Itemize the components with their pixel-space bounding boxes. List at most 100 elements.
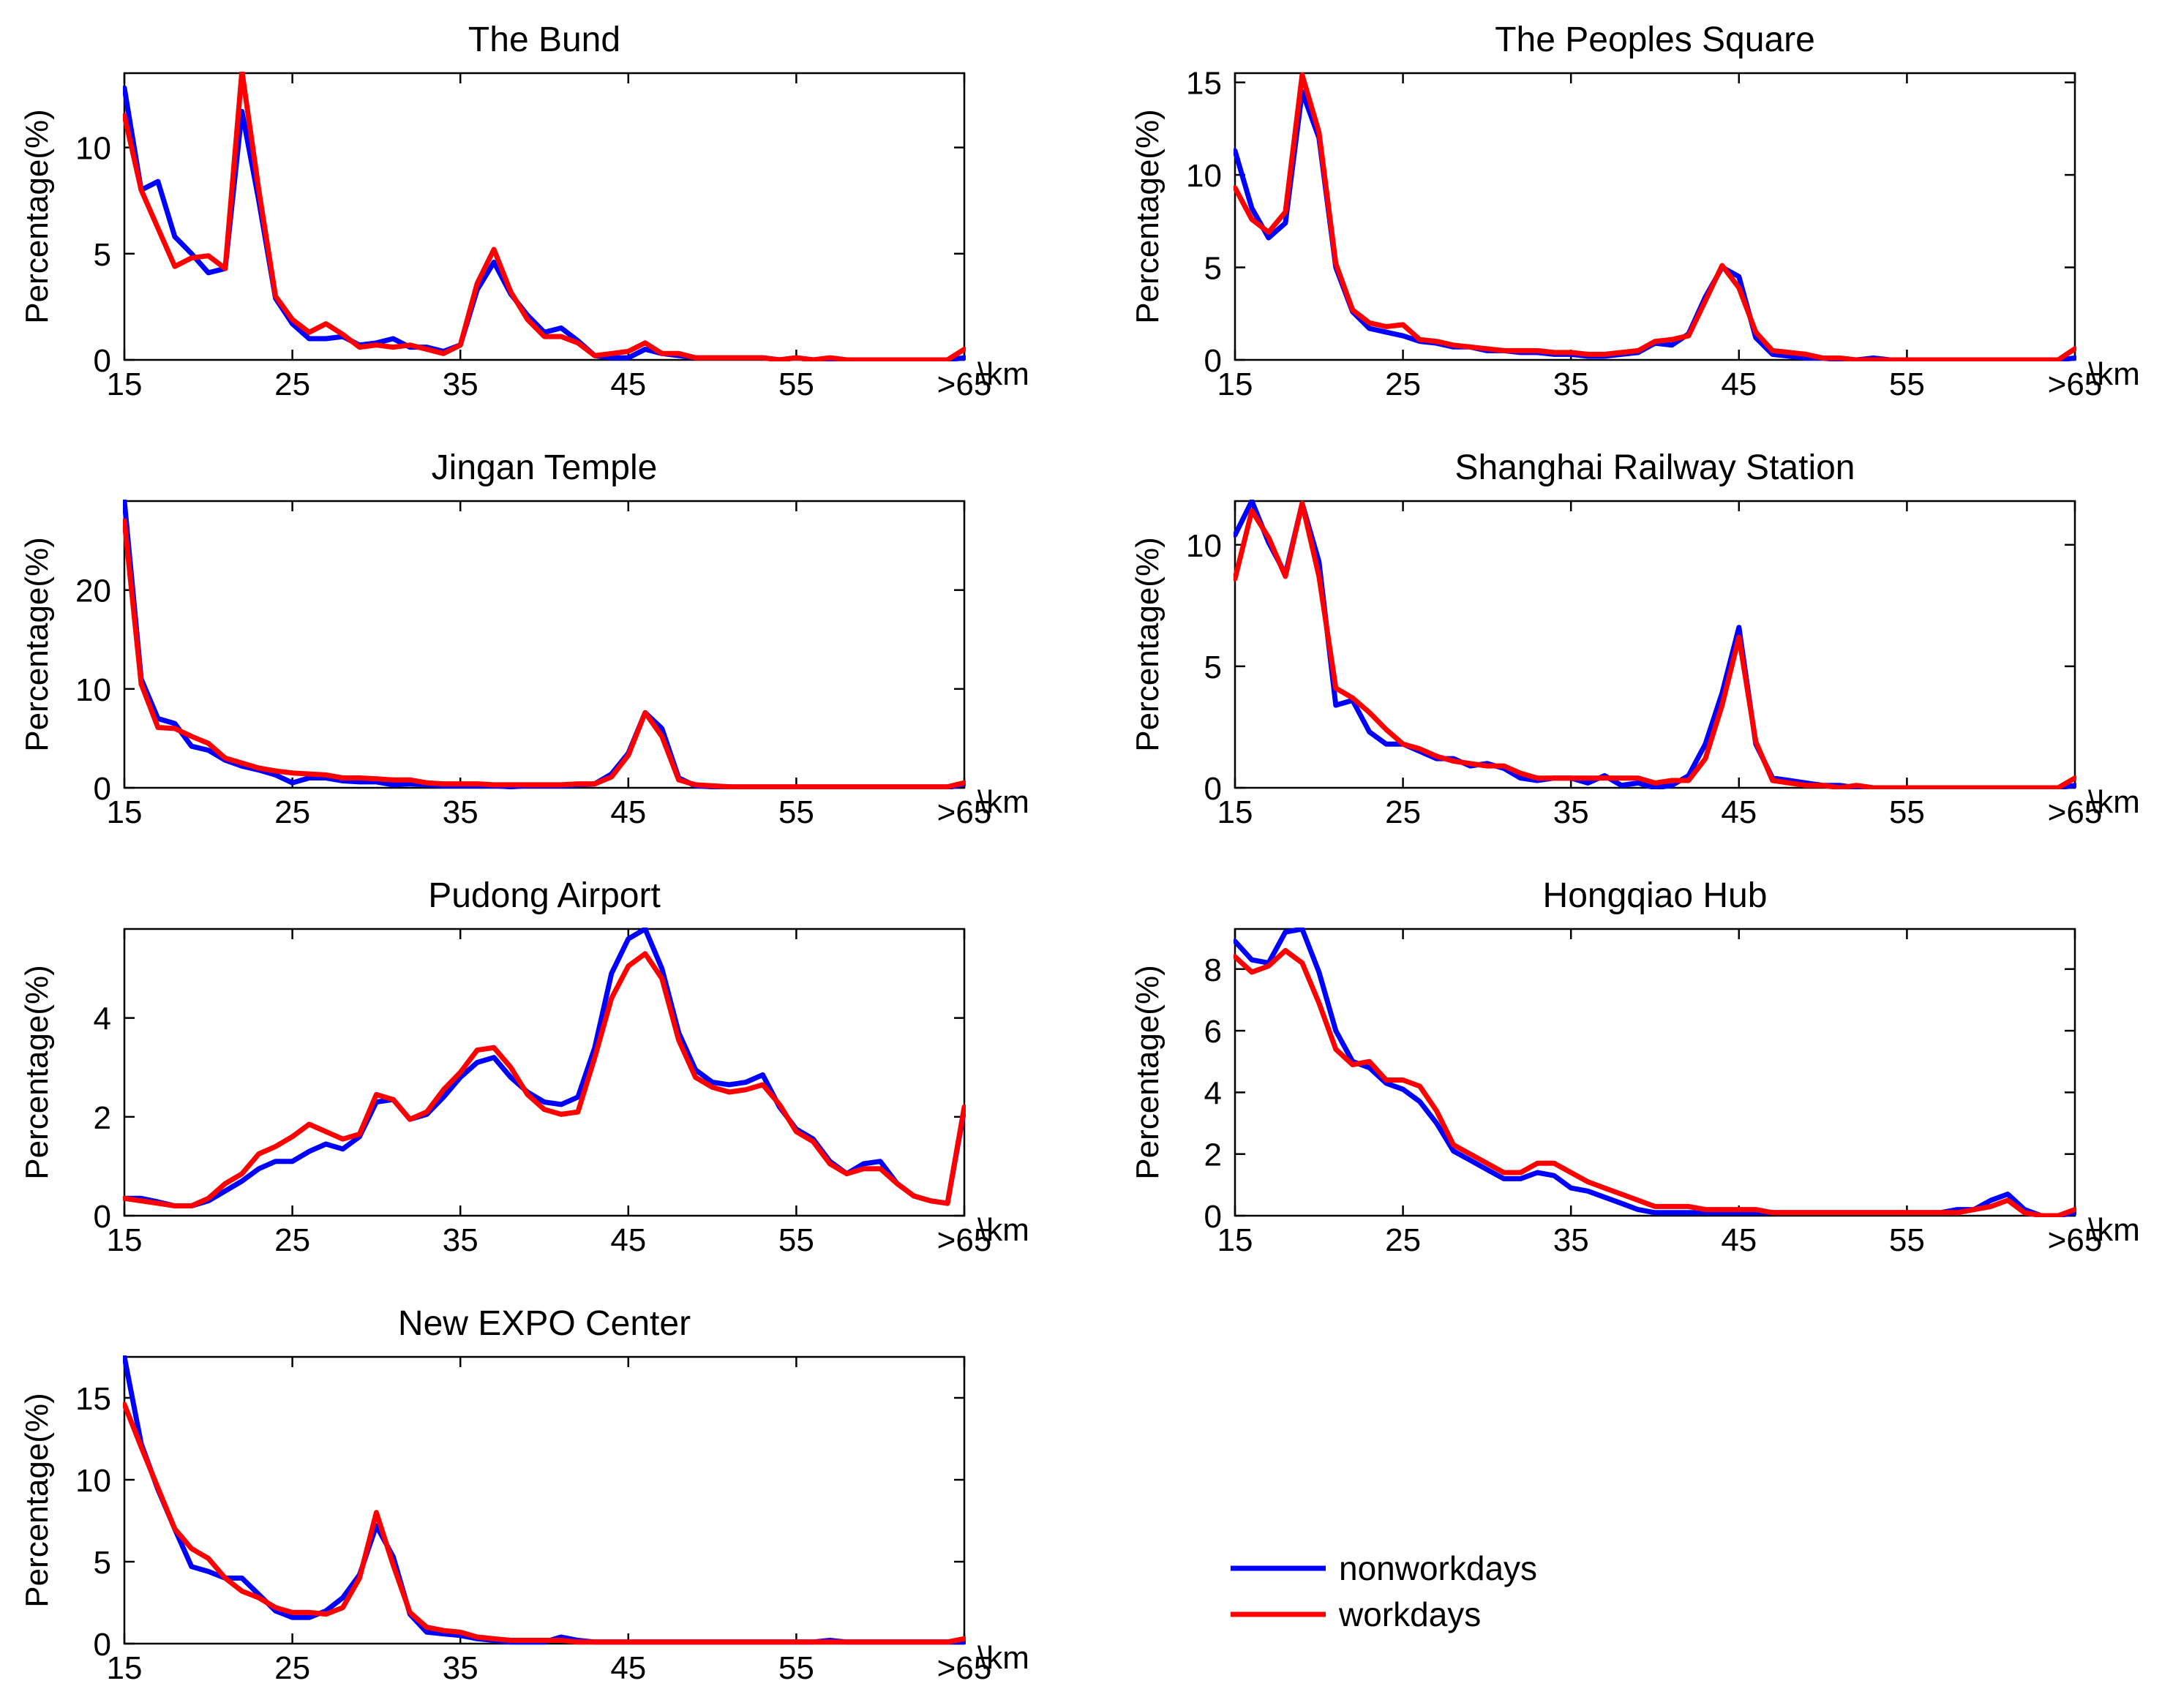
y-tick-label: 10: [75, 131, 111, 167]
x-tick-label: >65: [937, 366, 992, 402]
series-line-nonworkdays: [123, 1355, 966, 1645]
x-tick-label: 35: [443, 1650, 478, 1686]
legend-box: [1200, 1536, 1653, 1660]
x-tick-label: 45: [610, 1650, 646, 1686]
series-line-nonworkdays: [123, 500, 966, 789]
series-line-workdays: [1234, 500, 2076, 789]
x-unit-label: \km: [2088, 356, 2140, 392]
x-tick-label: 45: [610, 794, 646, 830]
y-axis-label: Percentage(%): [19, 965, 55, 1179]
y-tick-label: 0: [94, 1199, 111, 1235]
x-tick-label: 55: [778, 1222, 814, 1258]
x-tick-label: 45: [1721, 366, 1757, 402]
x-tick-label: 25: [274, 794, 310, 830]
y-axis-label: Percentage(%): [1130, 537, 1165, 751]
series-line-nonworkdays: [1234, 928, 2076, 1217]
y-tick-label: 0: [1204, 771, 1222, 807]
x-tick-label: 15: [107, 366, 143, 402]
chart-the-peoples-square: The Peoples Square 15 25 35 45 55 >65\km 0 5 10 15…: [1130, 20, 2140, 402]
series-line-workdays: [123, 1402, 966, 1645]
x-unit-label: \km: [2088, 784, 2140, 820]
y-tick-label: 0: [94, 343, 111, 379]
x-tick-label: >65: [2048, 794, 2103, 830]
plot-frame: [1234, 72, 2076, 361]
x-tick-label: 15: [107, 1222, 143, 1258]
x-tick-label: 35: [1553, 794, 1589, 830]
x-tick-label: 25: [1385, 794, 1421, 830]
x-tick-label: >65: [937, 1222, 992, 1258]
y-tick-label: 20: [75, 573, 111, 609]
series-line-nonworkdays: [1234, 500, 2076, 789]
x-tick-label: 55: [778, 794, 814, 830]
x-tick-label: 55: [778, 366, 814, 402]
x-tick-label: 35: [1553, 366, 1589, 402]
x-tick-label: 15: [1217, 1222, 1253, 1258]
series-line-workdays: [123, 951, 966, 1208]
y-tick-label: 0: [94, 1627, 111, 1663]
y-tick-label: 2: [94, 1100, 111, 1136]
x-tick-label: 25: [274, 366, 310, 402]
y-tick-label: 10: [1186, 158, 1222, 194]
x-tick-label: >65: [937, 1650, 992, 1686]
y-tick-label: 5: [1204, 650, 1222, 685]
plot-frame: [123, 928, 966, 1217]
plot-frame: [123, 72, 966, 361]
x-tick-label: 15: [107, 1650, 143, 1686]
series-line-workdays: [123, 518, 966, 789]
y-tick-label: 8: [1204, 952, 1222, 988]
x-unit-label: \km: [977, 1640, 1029, 1676]
chart-title: Pudong Airport: [428, 876, 661, 915]
plot-frame: [123, 1355, 966, 1645]
x-tick-label: 25: [1385, 366, 1421, 402]
x-tick-label: 25: [274, 1222, 310, 1258]
x-tick-label: 55: [1889, 366, 1925, 402]
chart-pudong-airport: Pudong Airport 15 25 35 45 55 >65\km 0 2 4 Percent…: [19, 876, 1029, 1258]
y-tick-label: 15: [75, 1381, 111, 1417]
y-tick-label: 4: [94, 1001, 111, 1037]
chart-the-bund: The Bund 15 25 35 45 55 >65\km 0 5 10 Percentage(%…: [19, 20, 1029, 402]
y-tick-label: 5: [1204, 251, 1222, 287]
chart-hongqiao-hub: Hongqiao Hub 15 25 35 45 55 >65\km 0 2 4 6 8 Percent…: [1130, 876, 2140, 1258]
y-tick-label: 10: [1186, 528, 1222, 564]
x-tick-label: 35: [443, 366, 478, 402]
y-tick-label: 5: [94, 1545, 111, 1581]
y-tick-label: 10: [75, 1463, 111, 1499]
x-tick-label: 35: [443, 794, 478, 830]
x-tick-label: 55: [1889, 1222, 1925, 1258]
plot-frame: [1234, 928, 2076, 1217]
chart-title: The Peoples Square: [1495, 20, 1815, 59]
legend-label-workdays: workdays: [1338, 1595, 1481, 1633]
x-tick-label: 35: [1553, 1222, 1589, 1258]
x-tick-label: 45: [610, 1222, 646, 1258]
y-axis-label: Percentage(%): [19, 537, 55, 751]
series-line-nonworkdays: [1234, 89, 2076, 361]
series-line-workdays: [123, 72, 966, 361]
x-tick-label: 15: [1217, 366, 1253, 402]
series-line-workdays: [1234, 72, 2076, 361]
x-tick-label: 45: [1721, 1222, 1757, 1258]
x-tick-label: 55: [778, 1650, 814, 1686]
y-axis-label: Percentage(%): [1130, 109, 1165, 323]
x-unit-label: \km: [977, 1212, 1029, 1248]
x-tick-label: 45: [1721, 794, 1757, 830]
y-tick-label: 2: [1204, 1137, 1222, 1173]
chart-shanghai-railway-station: Shanghai Railway Station 15 25 35 45 55 >65\km…: [1130, 448, 2140, 830]
y-axis-label: Percentage(%): [19, 1393, 55, 1607]
y-tick-label: 6: [1204, 1014, 1222, 1050]
x-tick-label: 15: [1217, 794, 1253, 830]
y-tick-label: 10: [75, 672, 111, 708]
y-tick-label: 5: [94, 237, 111, 273]
y-tick-label: 0: [1204, 343, 1222, 379]
plot-frame: [1234, 500, 2076, 789]
x-tick-label: 45: [610, 366, 646, 402]
chart-title: Hongqiao Hub: [1543, 876, 1768, 915]
plot-frame: [123, 500, 966, 789]
y-axis-label: Percentage(%): [19, 109, 55, 323]
x-tick-label: 55: [1889, 794, 1925, 830]
chart-new-expo-center: New EXPO Center 15 25 35 45 55 >65\km 0 5 10 15 Per…: [19, 1304, 1029, 1686]
x-tick-label: 15: [107, 794, 143, 830]
chart-title: Jingan Temple: [432, 448, 658, 487]
y-axis-label: Percentage(%): [1130, 965, 1165, 1179]
series-line-workdays: [1234, 948, 2076, 1217]
